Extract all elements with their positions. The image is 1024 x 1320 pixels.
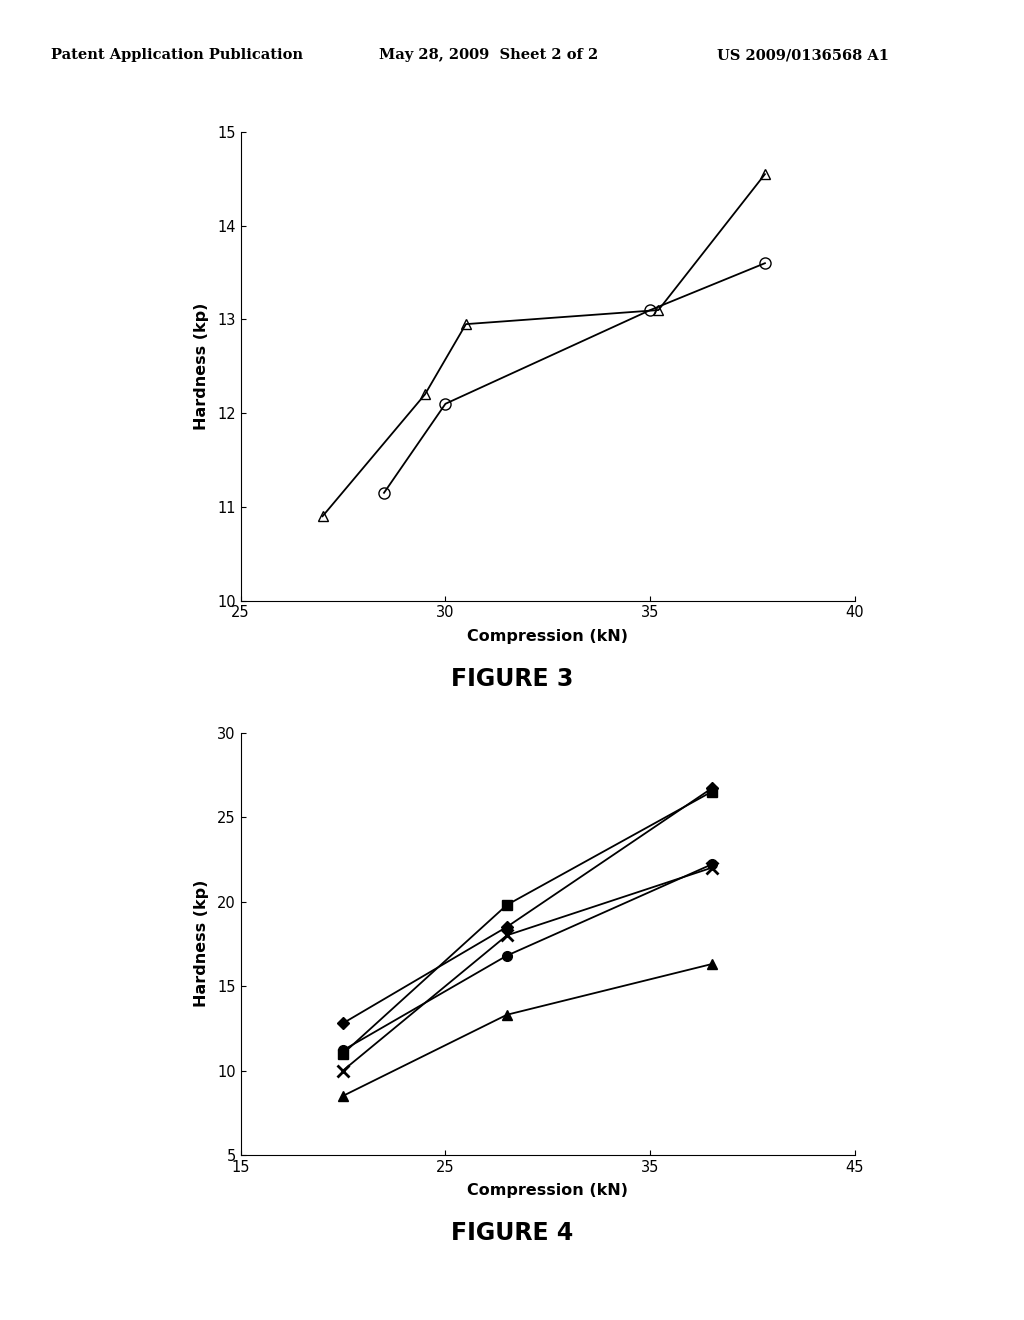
- Text: Patent Application Publication: Patent Application Publication: [51, 49, 303, 62]
- Y-axis label: Hardness (kp): Hardness (kp): [194, 880, 209, 1007]
- Y-axis label: Hardness (kp): Hardness (kp): [194, 302, 209, 430]
- Text: May 28, 2009  Sheet 2 of 2: May 28, 2009 Sheet 2 of 2: [379, 49, 598, 62]
- X-axis label: Compression (kN): Compression (kN): [467, 1183, 629, 1199]
- Text: FIGURE 4: FIGURE 4: [451, 1221, 573, 1245]
- Text: FIGURE 3: FIGURE 3: [451, 667, 573, 690]
- Text: US 2009/0136568 A1: US 2009/0136568 A1: [717, 49, 889, 62]
- X-axis label: Compression (kN): Compression (kN): [467, 628, 629, 644]
